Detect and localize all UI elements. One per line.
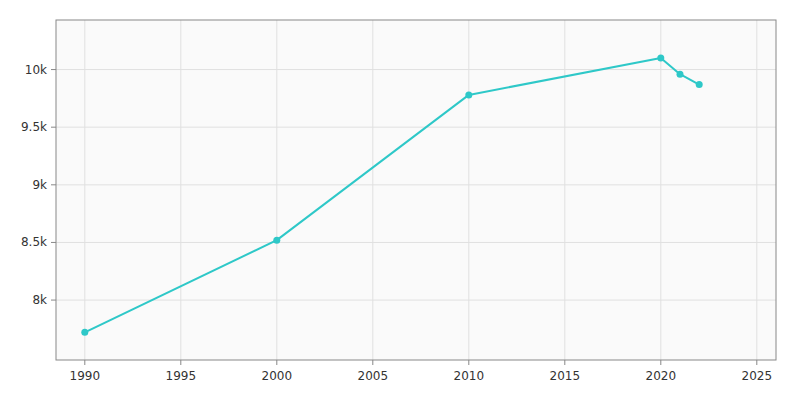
y-grid-line [56,127,776,128]
x-tick-mark [564,360,565,365]
x-tick-label: 2000 [262,369,293,383]
x-tick-mark [84,360,85,365]
y-axis: 8k 8.5k 9k 9.5k 10k [21,63,56,308]
line [85,58,699,332]
y-tick-label: 8k [32,293,47,307]
x-grid-line [372,20,373,360]
point [696,81,703,88]
point [465,91,472,98]
y-tick-mark [51,300,56,301]
page: {"chart_data": {"type": "line", "x": [19… [0,0,800,400]
x-grid-line [564,20,565,360]
point [677,71,684,78]
x-grid-line [660,20,661,360]
x-tick-label: 2025 [742,369,773,383]
x-tick-mark [276,360,277,365]
x-axis: 1990 1995 2000 2005 2010 2015 2020 2025 [70,360,773,383]
y-tick-mark [51,184,56,185]
chart-container: 1990 1995 2000 2005 2010 2015 2020 2025 8k 8.5k 9k… [0,0,800,400]
x-grid-line [468,20,469,360]
y-grid-line [56,69,776,70]
data-layer [81,55,702,336]
x-tick-label: 1990 [70,369,101,383]
y-tick-mark [51,127,56,128]
x-tick-mark [180,360,181,365]
plot-frame [56,20,776,360]
plot-background [56,20,776,360]
x-grid-line [180,20,181,360]
y-tick-label: 9.5k [21,120,47,134]
x-grid-line [756,20,757,360]
y-grid-line [56,300,776,301]
y-tick-mark [51,69,56,70]
grid [56,20,776,360]
x-tick-mark [372,360,373,365]
y-tick-label: 9k [32,178,47,192]
x-grid-line [84,20,85,360]
point [273,237,280,244]
x-tick-mark [756,360,757,365]
x-tick-mark [468,360,469,365]
point [81,329,88,336]
x-grid-line [276,20,277,360]
x-tick-label: 2015 [550,369,581,383]
y-tick-label: 10k [25,63,47,77]
chart-svg: 1990 1995 2000 2005 2010 2015 2020 2025 8k 8.5k 9k… [0,0,800,400]
x-tick-label: 1995 [166,369,197,383]
y-grid-line [56,184,776,185]
y-tick-label: 8.5k [21,235,47,249]
y-grid-line [56,242,776,243]
x-tick-label: 2005 [358,369,389,383]
x-tick-label: 2010 [454,369,485,383]
y-tick-mark [51,242,56,243]
x-tick-label: 2020 [646,369,677,383]
point [657,55,664,62]
x-tick-mark [660,360,661,365]
